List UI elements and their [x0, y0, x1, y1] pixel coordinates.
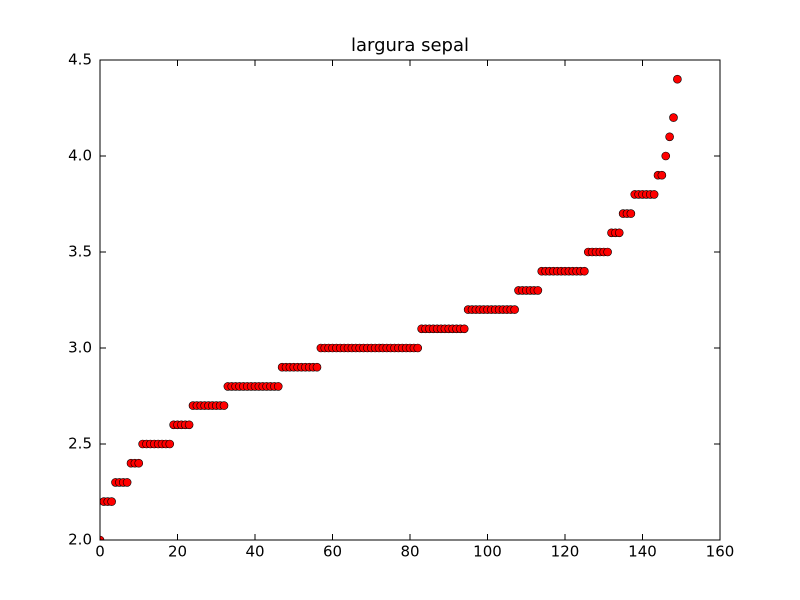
point: [657, 170, 667, 180]
x-tick-label: 160: [706, 543, 735, 561]
point: [669, 113, 678, 122]
x-tick-label: 20: [168, 543, 187, 561]
point: [184, 420, 194, 430]
point: [673, 74, 682, 84]
x-tick-label: 120: [551, 543, 580, 561]
x-tick-label: 40: [245, 543, 264, 561]
point: [100, 535, 105, 540]
point: [122, 478, 132, 487]
y-tick-label: 4.0: [68, 147, 92, 165]
point: [219, 401, 229, 410]
y-tick-label: 4.5: [68, 51, 92, 69]
plot-points: [100, 74, 682, 540]
point: [134, 458, 144, 468]
chart-title: largura sepal: [351, 35, 469, 56]
point: [665, 132, 674, 142]
y-tick-label: 2.0: [68, 531, 92, 549]
x-tick-label: 140: [628, 543, 657, 561]
y-tick-label: 2.5: [68, 435, 92, 453]
point: [603, 247, 612, 257]
point: [413, 343, 423, 353]
point: [107, 497, 116, 506]
point: [165, 439, 175, 449]
point: [614, 228, 624, 238]
point: [626, 209, 636, 218]
x-tick-label: 0: [95, 543, 105, 561]
point: [661, 151, 671, 161]
x-tick-label: 80: [400, 543, 419, 561]
y-tick-label: 3.5: [68, 243, 92, 261]
point: [459, 324, 469, 334]
point: [533, 286, 543, 295]
point: [273, 382, 283, 391]
y-tick-label: 3.0: [68, 339, 92, 357]
point: [312, 362, 322, 372]
point: [580, 266, 589, 276]
x-tick-label: 60: [323, 543, 342, 561]
x-tick-label: 100: [473, 543, 502, 561]
point: [510, 305, 519, 314]
point: [649, 190, 659, 199]
